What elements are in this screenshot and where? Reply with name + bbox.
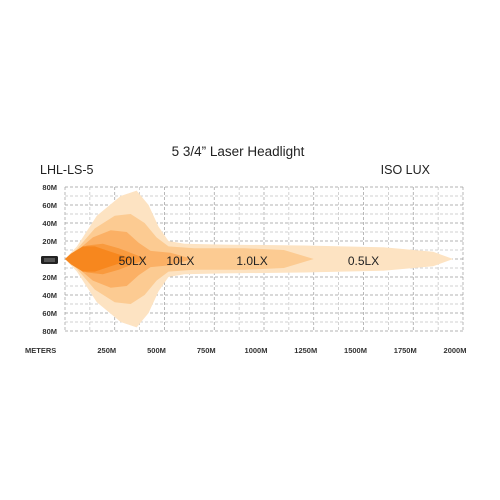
chart-title: 5 3/4” Laser Headlight [172,144,305,159]
x-tick-label: 500M [147,346,166,355]
zone-label: 50LX [119,254,147,268]
x-axis-title: METERS [25,346,56,355]
zone-label: 1.0LX [236,254,267,268]
scale-label: ISO LUX [381,163,431,177]
y-tick-label: 40M [42,219,57,228]
y-tick-label: 80M [42,327,57,336]
y-tick-label: 80M [42,183,57,192]
x-tick-label: 1750M [394,346,417,355]
headlight-icon [41,256,58,264]
y-tick-label: 60M [42,309,57,318]
y-tick-label: 60M [42,201,57,210]
x-tick-label: 1500M [344,346,367,355]
y-tick-label: 40M [42,291,57,300]
y-tick-label: 20M [42,237,57,246]
x-tick-label: 750M [197,346,216,355]
x-tick-label: 2000M [444,346,467,355]
x-tick-label: 1250M [294,346,317,355]
model-label: LHL-LS-5 [40,163,94,177]
x-tick-label: 250M [97,346,116,355]
y-tick-label: 20M [42,273,57,282]
zone-label: 10LX [166,254,194,268]
zone-label: 0.5LX [348,254,379,268]
x-tick-label: 1000M [245,346,268,355]
x-axis-labels: METERS 250M 500M 750M 1000M 1250M 1500M 1750M 20… [25,346,466,355]
